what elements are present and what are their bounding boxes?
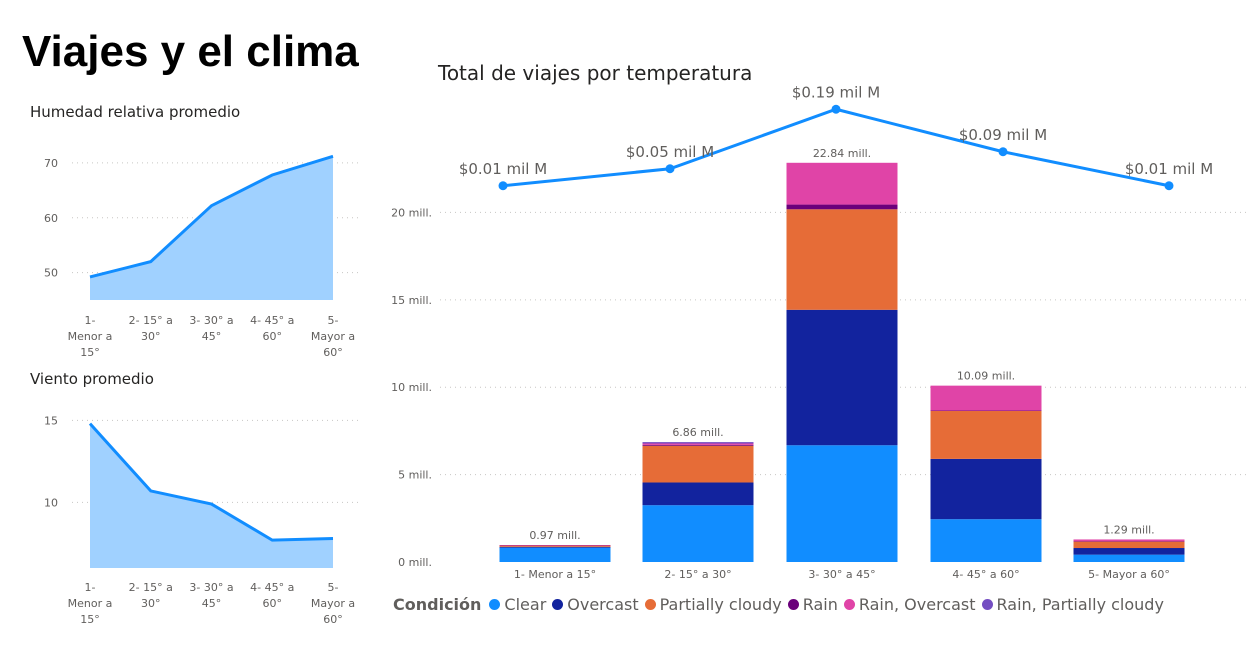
- wind-x-tick: 1-Menor a 15°: [68, 581, 113, 626]
- trips-x-tick: 5- Mayor a 60°: [1088, 568, 1170, 581]
- legend: Condición Clear Overcast Partially cloudy R…: [393, 595, 1170, 614]
- legend-title: Condición: [393, 595, 482, 614]
- legend-marker: [843, 599, 855, 610]
- trips-y-tick: 5 mill.: [398, 469, 432, 482]
- wind-line: [88, 422, 334, 542]
- trips-chart-title: Total de viajes por temperatura: [438, 61, 753, 85]
- bar-total-label: 6.86 mill.: [672, 426, 723, 439]
- legend-label: Rain: [802, 595, 838, 614]
- wind-x-tick: 3- 30° a 45°: [189, 581, 233, 610]
- trips-revenue-label: $0.01 mil M: [459, 160, 547, 178]
- bar-segment[interactable]: [930, 410, 1042, 411]
- bar-segment[interactable]: [642, 505, 754, 562]
- legend-marker: [552, 599, 564, 610]
- bar-total-label: 22.84 mill.: [813, 147, 871, 160]
- humidity-line: [89, 154, 334, 279]
- bar-segment[interactable]: [1073, 541, 1185, 542]
- trips-x-tick: 4- 45° a 60°: [952, 568, 1019, 581]
- humidity-area: [90, 156, 333, 300]
- bar-segment[interactable]: [499, 547, 611, 562]
- bar-segment[interactable]: [1073, 554, 1185, 562]
- trips-x-tick: 2- 15° a 30°: [664, 568, 731, 581]
- bar-segment[interactable]: [499, 545, 611, 547]
- wind-chart-title: Viento promedio: [30, 370, 154, 388]
- trips-x-tick: 1- Menor a 15°: [514, 568, 596, 581]
- wind-y-tick: 10: [44, 496, 58, 509]
- bar-segment[interactable]: [786, 445, 898, 562]
- trips-revenue-label: $0.09 mil M: [959, 126, 1047, 144]
- humidity-y-tick: 60: [44, 212, 58, 225]
- humidity-x-tick: 4- 45° a 60°: [250, 314, 294, 343]
- trips-x-tick: 3- 30° a 45°: [808, 568, 875, 581]
- wind-x-tick: 5-Mayor a 60°: [311, 581, 355, 626]
- bar-segment[interactable]: [1073, 541, 1185, 549]
- bar-total-label: 10.09 mill.: [957, 370, 1015, 383]
- bar-segment[interactable]: [499, 546, 611, 548]
- trips-revenue-point[interactable]: [665, 164, 675, 174]
- legend-item[interactable]: Overcast: [552, 595, 639, 614]
- legend-marker: [644, 599, 656, 610]
- humidity-x-tick: 2- 15° a 30°: [129, 314, 173, 343]
- trips-revenue-point[interactable]: [498, 181, 508, 191]
- legend-label: Overcast: [567, 595, 639, 614]
- legend-item[interactable]: Partially cloudy: [644, 595, 782, 614]
- trips-revenue-point[interactable]: [1164, 181, 1174, 191]
- legend-label: Rain, Partially cloudy: [996, 595, 1164, 614]
- humidity-x-tick: 1-Menor a 15°: [68, 314, 113, 359]
- legend-item[interactable]: Rain, Partially cloudy: [981, 595, 1164, 614]
- legend-marker: [787, 599, 799, 610]
- bar-segment[interactable]: [930, 385, 1042, 411]
- humidity-chart-title: Humedad relativa promedio: [30, 103, 241, 121]
- legend-label: Partially cloudy: [659, 595, 782, 614]
- page-title: Viajes y el clima: [22, 27, 359, 76]
- trips-revenue-point[interactable]: [831, 104, 841, 114]
- trips-y-tick: 20 mill.: [391, 206, 432, 219]
- legend-item[interactable]: Clear: [489, 595, 546, 614]
- trips-revenue-label: $0.19 mil M: [792, 83, 880, 101]
- legend-label: Rain, Overcast: [858, 595, 976, 614]
- trips-y-tick: 0 mill.: [398, 556, 432, 569]
- humidity-y-tick: 50: [44, 267, 58, 280]
- bar-segment[interactable]: [642, 442, 754, 444]
- wind-x-tick: 2- 15° a 30°: [129, 581, 173, 610]
- bar-total-label: 1.29 mill.: [1103, 523, 1154, 536]
- humidity-x-tick: 3- 30° a 45°: [189, 314, 233, 343]
- humidity-x-tick: 5-Mayor a 60°: [311, 314, 355, 359]
- trips-revenue-label: $0.05 mil M: [626, 143, 714, 161]
- bar-segment[interactable]: [786, 162, 898, 205]
- legend-item[interactable]: Rain, Overcast: [843, 595, 976, 614]
- legend-item[interactable]: Rain: [787, 595, 838, 614]
- bar-segment[interactable]: [499, 545, 611, 546]
- bar-segment[interactable]: [930, 519, 1042, 562]
- trips-y-tick: 15 mill.: [391, 294, 432, 307]
- humidity-y-tick: 70: [44, 157, 58, 170]
- bar-segment[interactable]: [642, 445, 754, 483]
- bar-segment[interactable]: [930, 458, 1042, 520]
- wind-y-tick: 15: [44, 414, 58, 427]
- wind-area: [90, 423, 333, 568]
- legend-label: Clear: [504, 595, 547, 614]
- trips-revenue-label: $0.01 mil M: [1125, 160, 1213, 178]
- legend-marker: [489, 599, 501, 610]
- bar-total-label: 0.97 mill.: [529, 529, 580, 542]
- wind-x-tick: 4- 45° a 60°: [250, 581, 294, 610]
- trips-revenue-point[interactable]: [998, 147, 1008, 157]
- bar-segment[interactable]: [786, 309, 898, 446]
- bar-segment[interactable]: [930, 410, 1042, 459]
- bar-segment[interactable]: [786, 204, 898, 210]
- trips-y-tick: 10 mill.: [391, 381, 432, 394]
- bar-segment[interactable]: [1073, 539, 1185, 542]
- legend-marker: [981, 599, 993, 610]
- bar-segment[interactable]: [1073, 548, 1185, 555]
- bar-segment[interactable]: [642, 443, 754, 445]
- bar-segment[interactable]: [642, 482, 754, 506]
- bar-segment[interactable]: [642, 444, 754, 446]
- bar-segment[interactable]: [786, 209, 898, 310]
